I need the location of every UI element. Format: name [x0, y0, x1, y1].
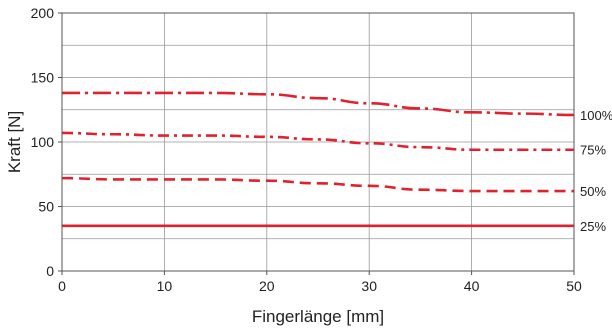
tick-labels: 0 10 20 30 40 50 0 50 100 150 200 — [31, 5, 582, 294]
series-label: 50% — [580, 184, 606, 199]
series-label: 25% — [580, 219, 606, 234]
series-label: 75% — [580, 143, 606, 158]
y-tick-label: 150 — [31, 70, 55, 86]
x-tick-label: 10 — [157, 278, 173, 294]
x-axis-label: Fingerlänge [mm] — [252, 307, 384, 326]
plot-frame — [58, 12, 575, 275]
x-tick-label: 40 — [464, 278, 480, 294]
y-tick-label: 0 — [46, 263, 54, 279]
x-tick-label: 0 — [58, 278, 66, 294]
y-tick-label: 200 — [31, 5, 55, 21]
series-line-75pct — [61, 131, 574, 152]
series-labels: 100% 75% 50% 25% — [580, 108, 612, 234]
x-tick-label: 30 — [361, 278, 377, 294]
series-line-100pct — [61, 91, 575, 117]
x-tick-label: 20 — [259, 278, 275, 294]
series-line-50pct — [61, 176, 574, 193]
y-tick-label: 50 — [38, 199, 54, 215]
y-axis-label: Kraft [N] — [5, 111, 24, 173]
series-lines — [61, 91, 575, 228]
series-label: 100% — [580, 108, 612, 123]
x-tick-label: 50 — [566, 278, 582, 294]
grid — [61, 12, 575, 272]
y-tick-label: 100 — [31, 134, 55, 150]
